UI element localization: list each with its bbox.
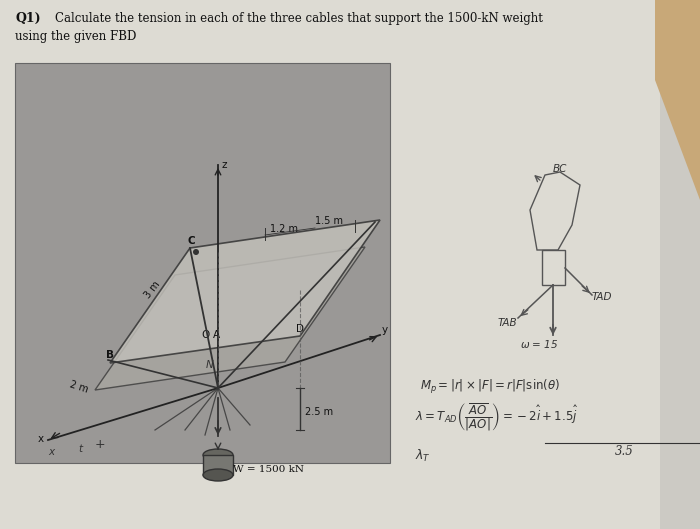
Text: 3.5: 3.5: [615, 445, 634, 458]
Text: 2.5 m: 2.5 m: [305, 407, 333, 417]
Text: B: B: [106, 350, 114, 360]
Text: $\lambda = T_{AD}\left(\dfrac{\overline{AO}}{|AO|}\right) = -2\hat{i} + 1.5\hat{: $\lambda = T_{AD}\left(\dfrac{\overline{…: [415, 401, 578, 433]
Text: +: +: [95, 438, 106, 451]
Text: $M_p = |r| \times |F| = r|F|\sin(\theta)$: $M_p = |r| \times |F| = r|F|\sin(\theta)…: [420, 378, 560, 396]
Text: y: y: [382, 325, 388, 335]
Text: 1.2 m: 1.2 m: [270, 224, 298, 234]
Text: z: z: [221, 160, 227, 170]
Text: W = 1500 kN: W = 1500 kN: [233, 465, 304, 474]
Text: 3 m: 3 m: [143, 279, 162, 300]
Polygon shape: [655, 0, 700, 200]
Text: C: C: [188, 236, 195, 246]
Text: x: x: [38, 434, 44, 444]
Text: $\omega$ = 15: $\omega$ = 15: [520, 338, 559, 350]
Text: using the given FBD: using the given FBD: [15, 30, 136, 43]
Text: TAD: TAD: [592, 292, 612, 302]
Text: TAB: TAB: [498, 318, 517, 328]
Bar: [203, 455, 233, 475]
Circle shape: [193, 249, 199, 255]
Text: A: A: [213, 330, 220, 340]
Text: x: x: [48, 447, 54, 457]
Ellipse shape: [203, 469, 233, 481]
Bar: [15, 63, 390, 463]
Text: BC: BC: [553, 164, 568, 174]
Text: D: D: [296, 324, 304, 334]
Polygon shape: [110, 220, 380, 363]
Text: Calculate the tension in each of the three cables that support the 1500-kN weigh: Calculate the tension in each of the thr…: [55, 12, 543, 25]
Text: O: O: [201, 330, 209, 340]
Text: $\lambda_T$: $\lambda_T$: [415, 448, 431, 464]
Text: 1.5 m: 1.5 m: [315, 216, 343, 226]
Text: Q1): Q1): [15, 12, 41, 25]
Ellipse shape: [203, 449, 233, 461]
Text: N: N: [206, 360, 214, 370]
Text: t: t: [78, 444, 82, 454]
Text: 2 m: 2 m: [68, 380, 89, 395]
Polygon shape: [95, 247, 365, 390]
